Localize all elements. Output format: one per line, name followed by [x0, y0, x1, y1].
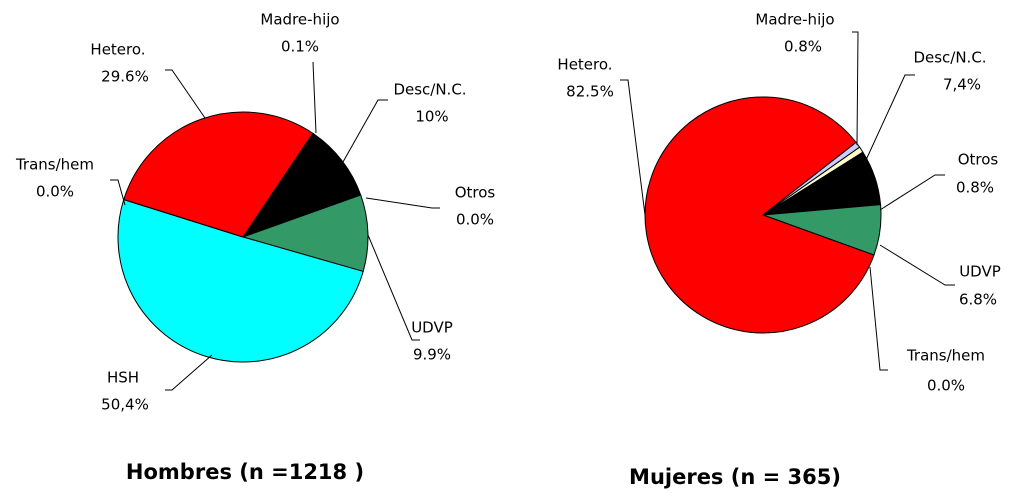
leader-line [312, 61, 317, 134]
leader-line [367, 234, 420, 341]
slice-value-label: 9.9% [413, 346, 451, 364]
slice-label: Hetero. [557, 56, 612, 74]
slice-value-label: 6.8% [959, 291, 997, 309]
slice-value-label: 0.0% [456, 211, 494, 229]
leader-line [879, 174, 945, 211]
slice-value-label: 29.6% [101, 68, 149, 86]
slice-label: Trans/hem [15, 156, 94, 174]
leader-line [165, 354, 213, 391]
slice-label: Madre-hijo [755, 11, 834, 29]
slice-value-label: 82.5% [566, 83, 614, 101]
slice-value-label: 10% [415, 108, 448, 126]
pie-slice [241, 194, 369, 273]
leader-line [869, 266, 888, 371]
chart-title: Mujeres (n = 365) [629, 465, 841, 489]
slice-label: Hetero. [90, 41, 145, 59]
leader-line [620, 79, 646, 216]
slice-value-label: 7,4% [943, 76, 981, 94]
leader-line [165, 69, 206, 119]
leader-line [342, 99, 388, 163]
leader-line [865, 74, 915, 161]
leader-line [879, 244, 955, 286]
leader-line [365, 197, 440, 209]
leader-line [852, 31, 859, 146]
slice-label: Otros [455, 184, 496, 202]
pie-slice [117, 198, 364, 363]
slice-value-label: 0.0% [927, 377, 965, 395]
slice-value-label: 50,4% [101, 396, 149, 414]
slice-value-label: 0.8% [784, 38, 822, 56]
slice-label: Otros [958, 151, 999, 169]
slice-value-label: 0.1% [281, 38, 319, 56]
chart-title: Hombres (n =1218 ) [126, 460, 364, 484]
slice-value-label: 0.0% [36, 183, 74, 201]
slice-label: Trans/hem [906, 347, 985, 365]
slice-value-label: 0.8% [956, 179, 994, 197]
pie-slice [123, 111, 314, 238]
pie-slice [644, 96, 875, 334]
slice-label: UDVP [959, 263, 1001, 281]
slice-label: UDVP [411, 319, 453, 337]
pie-slice [241, 133, 362, 238]
slice-label: Madre-hijo [260, 11, 339, 29]
slice-label: HSH [107, 369, 139, 387]
leader-line [110, 179, 126, 206]
slice-label: Desc/N.C. [393, 81, 466, 99]
slice-label: Desc/N.C. [913, 49, 986, 67]
